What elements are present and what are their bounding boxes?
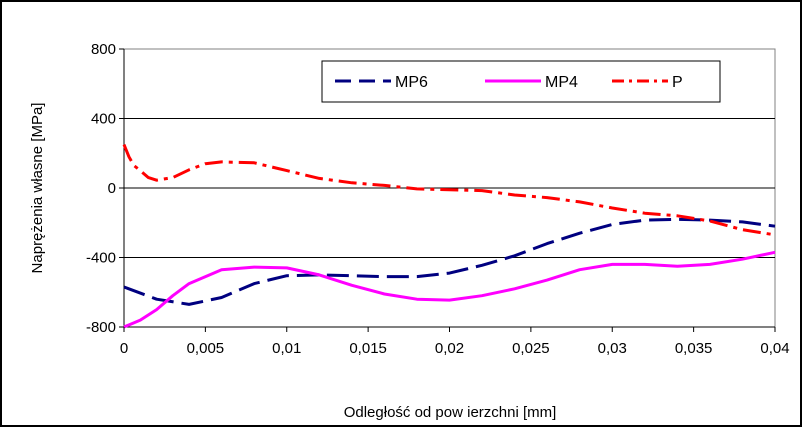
x-tick-label: 0,04 xyxy=(760,340,789,357)
y-tick-label: 0 xyxy=(108,180,116,197)
y-axis-label: Naprężenia własne [MPa] xyxy=(29,103,46,274)
legend-label-p: P xyxy=(672,74,683,91)
y-tick-label: -400 xyxy=(86,250,116,267)
x-tick-label: 0 xyxy=(120,340,128,357)
x-tick-label: 0,02 xyxy=(435,340,464,357)
x-tick-label: 0,005 xyxy=(187,340,225,357)
series-lines xyxy=(122,144,776,329)
y-tick-label: 400 xyxy=(91,111,116,128)
x-tick-label: 0,01 xyxy=(272,340,301,357)
y-tick-label: 800 xyxy=(91,41,116,58)
x-tick-label: 0,025 xyxy=(512,340,550,357)
series-line-p xyxy=(122,144,776,237)
series-line-mp6 xyxy=(123,217,776,306)
series-line-mp4 xyxy=(123,250,776,329)
y-tick-label: -800 xyxy=(86,319,116,336)
legend-label-mp4: MP4 xyxy=(545,74,578,91)
x-tick-label: 0,03 xyxy=(598,340,627,357)
x-tick-label: 0,015 xyxy=(349,340,387,357)
y-tick-labels: 800 400 0 -400 -800 xyxy=(86,41,116,336)
legend-label-mp6: MP6 xyxy=(395,74,428,91)
x-tick-label: 0,035 xyxy=(675,340,713,357)
legend: MP6 MP4 P xyxy=(321,60,721,103)
x-axis-label: Odległość od pow ierzchni [mm] xyxy=(344,404,557,421)
x-tick-labels: 0 0,005 0,01 0,015 0,02 0,025 0,03 0,035 0,04 xyxy=(120,327,790,357)
